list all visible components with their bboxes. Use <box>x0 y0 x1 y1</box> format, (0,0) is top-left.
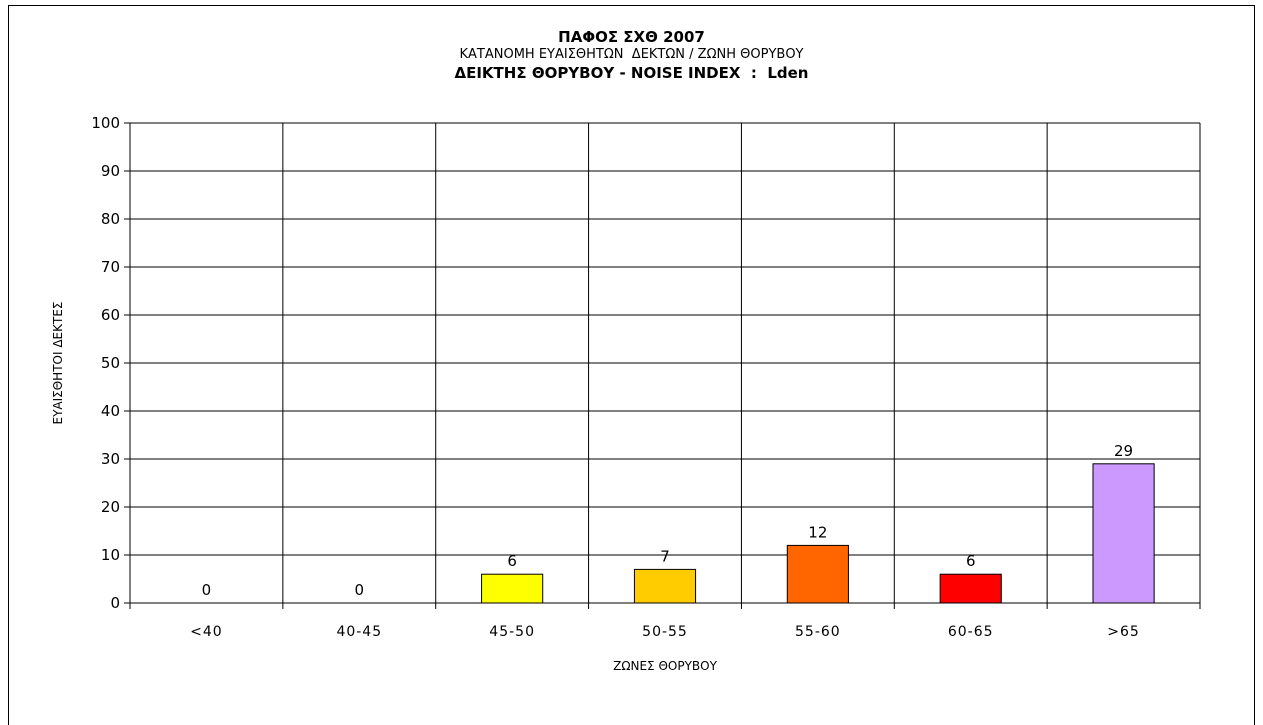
x-tick-label: 60-65 <box>948 624 994 640</box>
y-tick-label: 40 <box>101 402 120 420</box>
x-tick-label: 55-60 <box>795 624 841 640</box>
bar-55-60 <box>786 544 849 604</box>
data-label: 12 <box>808 523 827 541</box>
y-tick-label: 70 <box>101 258 120 276</box>
chart-frame <box>8 5 1255 725</box>
y-tick-label: 80 <box>101 210 120 228</box>
x-tick-label: 45-50 <box>489 624 535 640</box>
y-tick-label: 10 <box>101 546 120 564</box>
data-label: 0 <box>355 581 365 599</box>
data-label: 6 <box>966 552 976 570</box>
x-tick-label: >65 <box>1107 624 1140 640</box>
y-axis-label: ΕΥΑΙΣΘΗΤΟΙ ΔΕΚΤΕΣ <box>51 302 65 425</box>
x-tick-label: 50-55 <box>642 624 688 640</box>
y-tick-label: 60 <box>101 306 120 324</box>
x-axis-label: ΖΩΝΕΣ ΘΟΡΥΒΟΥ <box>613 659 717 673</box>
x-tick-label: 40-45 <box>336 624 382 640</box>
y-tick-label: 30 <box>101 450 120 468</box>
bar-60-65 <box>939 573 1002 604</box>
y-tick-label: 20 <box>101 498 120 516</box>
chart-subtitle-2: ΔΕΙΚΤΗΣ ΘΟΡΥΒΟΥ - NOISE INDEX : Lden <box>454 64 809 82</box>
data-label: 29 <box>1114 442 1133 460</box>
bar-45-50 <box>481 573 544 604</box>
chart-subtitle: ΚΑΤΑΝΟΜΗ ΕΥΑΙΣΘΗΤΩΝ ΔΕΚΤΩΝ / ΖΩΝΗ ΘΟΡΥΒΟ… <box>459 47 804 62</box>
x-tick-label: <40 <box>190 624 223 640</box>
bar-50-55 <box>633 568 697 604</box>
y-tick-label: 90 <box>101 162 120 180</box>
y-tick-label: 100 <box>91 114 120 132</box>
chart-title: ΠΑΦΟΣ ΣΧΘ 2007 <box>558 28 705 46</box>
chart-title-block: ΠΑΦΟΣ ΣΧΘ 2007 ΚΑΤΑΝΟΜΗ ΕΥΑΙΣΘΗΤΩΝ ΔΕΚΤΩ… <box>0 28 1263 83</box>
data-label: 0 <box>202 581 212 599</box>
data-label: 6 <box>507 552 517 570</box>
bar-chart: 0 10 20 30 40 50 60 70 80 90 100 0 <40 0 40-45 6 45-50 7 5… <box>51 114 1201 673</box>
y-tick-label: 0 <box>110 594 120 612</box>
bar->65 <box>1092 463 1155 604</box>
data-label: 7 <box>660 547 670 565</box>
y-tick-label: 50 <box>101 354 120 372</box>
